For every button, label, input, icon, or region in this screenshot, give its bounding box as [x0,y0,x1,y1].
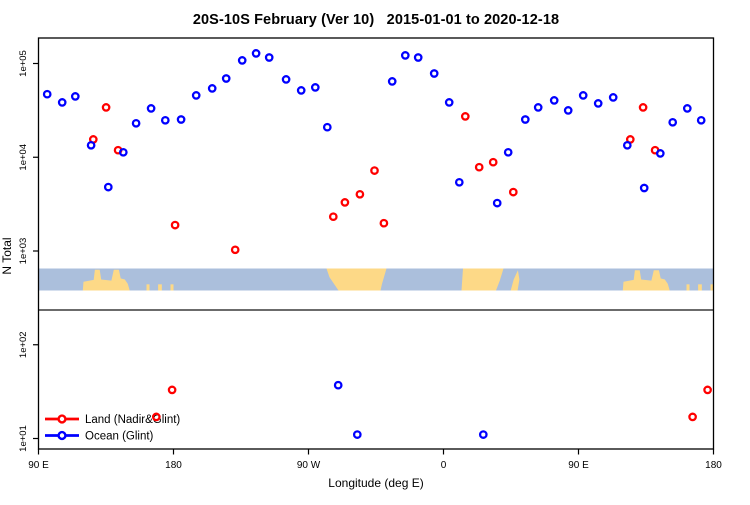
x-axis-title: Longitude (deg E) [328,476,423,490]
ocean-data-point [444,98,454,107]
y-tick-label: 1e+05 [18,50,29,77]
map-strip-land-south-america [326,268,387,291]
ocean-data-point [146,104,156,113]
map-strip-island [170,284,174,291]
ocean-data-point [682,104,692,113]
ocean-data-point [593,99,603,108]
map-strip-island [698,284,702,291]
land-data-point [328,212,338,222]
ocean-data-point [237,56,247,65]
ocean-data-point [578,91,588,100]
ocean-data-point [131,118,141,128]
ocean-data-point [492,198,502,208]
ocean-data-point [251,49,261,58]
x-tick-label: 0 [441,460,447,471]
ocean-data-point [549,96,559,105]
land-data-point [379,218,389,228]
y-tick-label: 1e+01 [18,425,29,452]
land-data-point [638,103,648,112]
land-data-point [101,103,111,112]
ocean-data-point [70,92,80,101]
ocean-data-point [333,380,343,390]
land-data-point [170,220,180,230]
map-strip-land-africa [461,268,504,291]
ocean-data-point [296,86,306,95]
map-strip-land-indonesia-australia [82,269,130,291]
ocean-data-point [310,83,320,92]
ocean-data-point [639,183,649,193]
ocean-data-point [176,115,186,124]
x-tick-label: 180 [705,460,722,471]
land-data-point [340,198,350,207]
legend-key-marker [57,430,67,441]
ocean-data-point [400,51,410,60]
ocean-data-point [413,53,423,62]
ocean-data-point [563,106,573,115]
ocean-data-point [520,115,530,124]
x-tick-label: 90 E [28,460,49,471]
ocean-data-point [42,89,52,99]
map-strip-island [158,284,162,291]
ocean-data-point [696,115,706,125]
map-strip-land-australia-wrap [622,270,670,291]
ocean-data-point [103,182,113,192]
land-data-point [167,385,177,395]
map-strip-land-madagascar [510,270,520,291]
land-data-point [151,412,161,422]
map-strip-island [686,284,690,291]
ocean-data-point [221,74,231,83]
ocean-data-point [281,75,291,84]
plot-border [37,37,715,450]
map-strip-island [710,284,714,291]
land-data-point [688,412,697,422]
x-tick-label: 90 E [568,460,589,471]
ocean-data-point [622,140,632,150]
ocean-data-point [668,117,678,127]
ocean-data-point [86,140,96,150]
legend-key-marker [57,414,67,424]
ocean-data-point [478,430,488,439]
land-data-point [460,112,470,121]
ocean-data-point [387,77,397,86]
ocean-data-point [454,177,464,187]
chart-title: 20S-10S February (Ver 10) 2015-01-01 to … [192,12,560,28]
ocean-data-point [429,69,439,78]
legend-label: Ocean (Glint) [85,431,154,443]
land-data-point [355,189,365,199]
y-tick-label: 1e+02 [18,331,29,358]
ocean-data-point [264,53,274,62]
map-strip-island [146,284,150,291]
legend-label: Land (Nadir&Glint) [85,414,180,426]
land-data-point [370,166,379,175]
land-data-point [488,157,498,167]
land-data-point [474,162,484,172]
ocean-data-point [533,103,543,112]
land-data-point [508,187,518,197]
ocean-data-point [608,93,618,102]
ocean-data-point [503,147,513,157]
ocean-data-point [191,91,201,100]
land-data-point [230,245,240,255]
y-tick-label: 1e+04 [18,144,29,171]
ocean-data-point [160,115,170,125]
x-tick-label: 180 [165,460,182,471]
x-tick-label: 90 W [297,460,321,471]
y-axis-title: N Total [0,237,14,274]
ocean-data-point [207,84,217,93]
ocean-data-point [118,147,128,157]
series-land [88,103,712,422]
y-tick-label: 1e+03 [18,238,29,265]
ocean-data-point [322,122,332,132]
ocean-data-point [655,149,665,158]
ocean-data-point [352,430,362,439]
series-ocean [42,49,706,439]
ocean-data-point [57,98,67,107]
land-data-point [703,385,712,395]
